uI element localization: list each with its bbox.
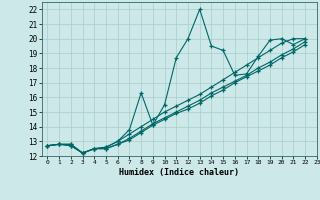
X-axis label: Humidex (Indice chaleur): Humidex (Indice chaleur) [119, 168, 239, 177]
